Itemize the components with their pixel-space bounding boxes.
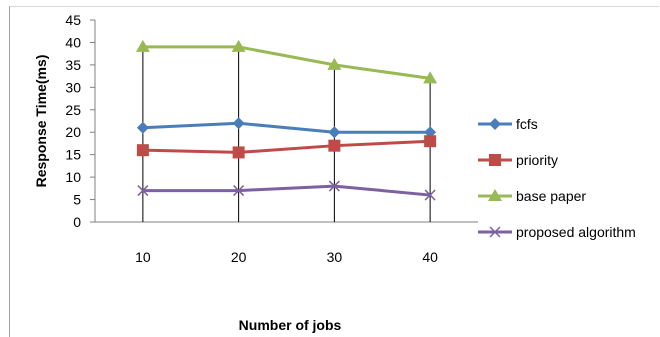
series-base-paper — [135, 39, 438, 84]
x-tick-label: 20 — [231, 249, 247, 265]
axes — [94, 20, 478, 223]
y-tick-label: 40 — [65, 34, 81, 50]
data-point-proposed-algorithm — [233, 185, 245, 197]
legend-marker — [488, 189, 502, 201]
series-fcfs — [136, 117, 437, 139]
y-tick-label: 30 — [65, 79, 81, 95]
data-point-base-paper — [135, 39, 150, 52]
legend-label: priority — [516, 152, 558, 168]
series-line-priority — [142, 139, 431, 154]
data-point-fcfs — [232, 117, 245, 130]
y-tick-label: 15 — [65, 147, 81, 163]
data-point-priority — [136, 144, 149, 157]
legend-marker — [489, 118, 501, 130]
series-proposed-algorithm — [137, 180, 436, 201]
legend-label: base paper — [516, 188, 586, 204]
data-point-fcfs — [136, 121, 149, 134]
y-tick-label: 35 — [65, 57, 81, 73]
series-line-base-paper — [142, 45, 431, 80]
y-tick-label: 5 — [73, 192, 81, 208]
series-priority — [136, 135, 437, 159]
series-line-fcfs — [142, 121, 431, 134]
data-point-priority — [328, 139, 341, 152]
x-tick-label: 10 — [135, 249, 151, 265]
y-axis-ticks: 0 5 10 15 20 25 30 35 40 45 — [65, 12, 95, 230]
x-axis-title: Number of jobs — [239, 317, 342, 333]
legend-item-priority: priority — [478, 152, 558, 168]
y-tick-label: 25 — [65, 102, 81, 118]
data-point-priority — [424, 135, 437, 148]
chart-frame — [9, 6, 659, 337]
data-point-proposed-algorithm — [328, 180, 340, 192]
series-line-proposed-algorithm — [142, 184, 431, 197]
series-lines — [135, 39, 438, 201]
y-tick-label: 10 — [65, 169, 81, 185]
legend-label: proposed algorithm — [516, 224, 636, 240]
x-tick-label: 30 — [327, 249, 343, 265]
data-point-proposed-algorithm — [424, 189, 436, 201]
legend-marker — [489, 226, 501, 238]
data-point-base-paper — [327, 57, 342, 70]
x-axis-ticks: 10 20 30 40 — [135, 249, 438, 265]
y-axis-title: Response Time(ms) — [33, 55, 49, 188]
legend: fcfs priority base paper proposed algorithm — [478, 116, 636, 240]
data-point-base-paper — [423, 71, 438, 84]
legend-item-fcfs: fcfs — [478, 116, 538, 132]
legend-label: fcfs — [516, 116, 538, 132]
y-tick-label: 45 — [65, 12, 81, 28]
legend-marker — [489, 154, 501, 166]
data-point-fcfs — [328, 126, 341, 139]
legend-item-proposed-algorithm: proposed algorithm — [478, 224, 636, 240]
x-tick-label: 40 — [422, 249, 438, 265]
drop-lines — [142, 46, 431, 222]
data-point-base-paper — [231, 39, 246, 52]
legend-item-base-paper: base paper — [478, 188, 586, 204]
y-tick-label: 20 — [65, 124, 81, 140]
y-tick-label: 0 — [73, 214, 81, 230]
data-point-proposed-algorithm — [137, 185, 149, 197]
data-point-priority — [232, 146, 245, 159]
